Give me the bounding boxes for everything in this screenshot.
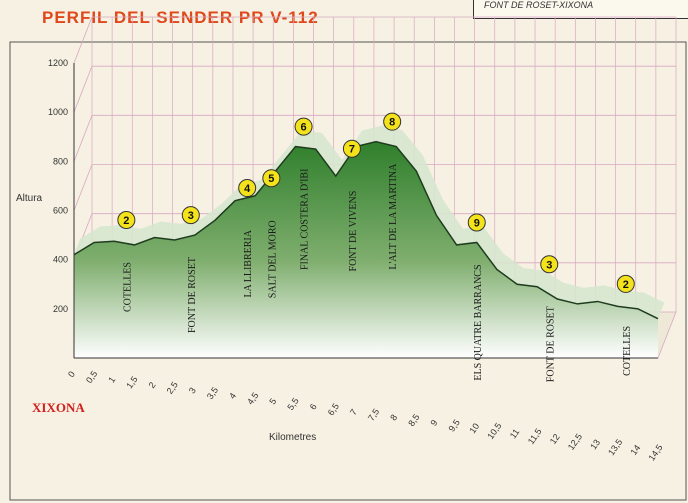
- x-tick-label: 13,5: [606, 437, 624, 457]
- chart-title: PERFIL DEL SENDER PR V-112: [42, 8, 319, 27]
- x-tick-label: 5: [267, 396, 278, 406]
- waypoint-marker: [117, 211, 136, 229]
- x-tick-label: 1: [106, 375, 117, 385]
- x-tick-label: 1,5: [124, 374, 139, 390]
- waypoint-marker: [383, 112, 402, 131]
- x-axis-label: Kilometres: [269, 432, 317, 443]
- y-axis-label: Altura: [16, 193, 43, 204]
- waypoint-label: FONT DE ROSET: [545, 306, 556, 382]
- chart-frame: [9, 41, 687, 501]
- waypoint-marker: [262, 169, 281, 188]
- x-tick-label: 8,5: [406, 412, 421, 428]
- waypoint-label: ELS QUATRE BARRANCS: [473, 264, 484, 380]
- y-tick-label: 400: [53, 255, 68, 265]
- waypoint-marker: [294, 117, 313, 136]
- x-tick-label: 2,5: [165, 380, 180, 396]
- x-tick-label: 3,5: [205, 385, 220, 401]
- waypoint-label: COTELLES: [622, 326, 633, 376]
- waypoint-number: 9: [474, 217, 480, 229]
- y-tick-label: 600: [53, 206, 68, 216]
- x-tick-label: 12: [548, 432, 562, 446]
- x-tick-label: 6: [308, 402, 319, 412]
- x-tick-label: 11,5: [526, 427, 544, 447]
- grid-depth-line: [73, 164, 93, 211]
- elevation-area: [74, 141, 658, 358]
- x-tick-label: 4,5: [245, 391, 260, 407]
- grid-depth-line: [73, 115, 93, 162]
- grid-depth-line: [73, 16, 93, 64]
- x-tick-label: 12,5: [566, 432, 584, 452]
- waypoint-number: 5: [268, 173, 274, 185]
- waypoint-label: FINAL COSTERA D'IBI: [300, 169, 311, 270]
- x-tick-label: 4: [227, 391, 238, 401]
- x-tick-label: 9: [428, 418, 439, 428]
- y-tick-label: 1200: [48, 58, 68, 68]
- x-tick-label: 9,5: [446, 418, 461, 434]
- waypoint-label: L'ALT DE LA MARTINA: [388, 163, 399, 270]
- x-tick-label: 13: [588, 438, 602, 452]
- waypoint-label: SALT DEL MORO: [267, 220, 278, 298]
- waypoint-number: 8: [389, 117, 395, 129]
- elevation-line: [73, 140, 659, 320]
- x-tick-label: 2: [147, 380, 158, 390]
- start-town-label: XIXONA: [32, 400, 85, 415]
- waypoint-label: FONT DE ROSET: [187, 257, 198, 333]
- x-tick-label: 10: [467, 421, 481, 435]
- x-tick-label: 0: [66, 369, 77, 379]
- x-tick-label: 14,5: [646, 443, 664, 463]
- x-tick-label: 5,5: [285, 396, 300, 412]
- y-tick-label: 1000: [48, 107, 68, 117]
- waypoint-label: FONT DE VIVENS: [348, 191, 359, 272]
- x-tick-label: 8: [388, 413, 399, 423]
- route-box: FONT DE ROSET-XIXONA: [473, 0, 688, 19]
- x-tick-label: 10,5: [485, 421, 503, 441]
- waypoint-marker: [467, 213, 486, 232]
- waypoint-number: 4: [244, 183, 251, 195]
- waypoint-number: 3: [546, 259, 552, 271]
- grid-depth-line: [73, 66, 93, 113]
- waypoint-marker: [238, 179, 257, 198]
- x-tick-label: 7: [348, 407, 359, 417]
- waypoint-marker: [616, 274, 635, 293]
- y-tick-label: 800: [53, 156, 68, 166]
- waypoint-number: 7: [349, 144, 355, 156]
- elevation-top-surface: [74, 125, 665, 319]
- waypoint-marker: [540, 255, 559, 274]
- waypoint-marker: [342, 139, 361, 158]
- waypoint-number: 6: [301, 122, 307, 134]
- x-tick-label: 6,5: [326, 401, 341, 417]
- x-tick-label: 3: [187, 386, 198, 396]
- y-tick-label: 200: [53, 304, 68, 314]
- waypoint-number: 3: [188, 210, 194, 222]
- waypoint-marker: [181, 206, 200, 225]
- waypoint-number: 2: [623, 279, 629, 291]
- x-tick-label: 7,5: [366, 407, 381, 423]
- x-tick-label: 14: [628, 443, 642, 457]
- route-name: FONT DE ROSET-XIXONA: [484, 0, 594, 10]
- x-tick-label: 0,5: [84, 369, 99, 385]
- waypoint-label: COTELLES: [122, 262, 133, 312]
- waypoint-label: LA LLIBRERIA: [243, 229, 254, 297]
- waypoint-number: 2: [123, 215, 129, 227]
- x-tick-label: 11: [508, 427, 522, 440]
